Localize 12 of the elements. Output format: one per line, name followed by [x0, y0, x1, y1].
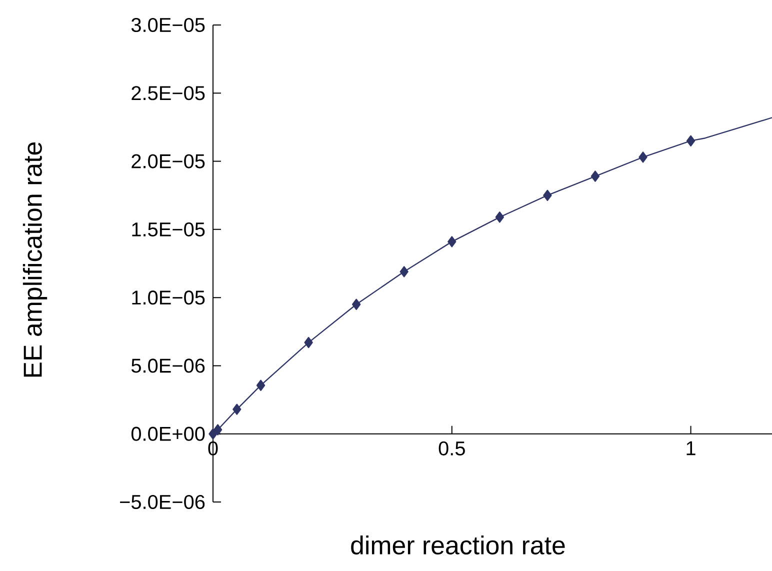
- y-tick-label: 2.5E−05: [132, 86, 205, 100]
- x-axis-title: dimer reaction rate: [351, 535, 565, 555]
- y-axis-title: EE amplification rate: [22, 142, 48, 377]
- y-tick-label: 5.0E−06: [131, 358, 205, 373]
- y-tick-label: 3.0E−05: [131, 18, 205, 32]
- y-tick-label: 1.5E−05: [132, 222, 205, 236]
- y-tick-label: 1.0E−05: [132, 290, 205, 305]
- y-tick-label: −5.0E−06: [120, 494, 205, 510]
- x-tick-label: 0.5: [438, 441, 465, 456]
- y-tick-label: 0.0E+00: [131, 426, 205, 441]
- y-tick-label: 2.0E−05: [132, 154, 205, 168]
- x-tick-label: 1: [686, 441, 696, 456]
